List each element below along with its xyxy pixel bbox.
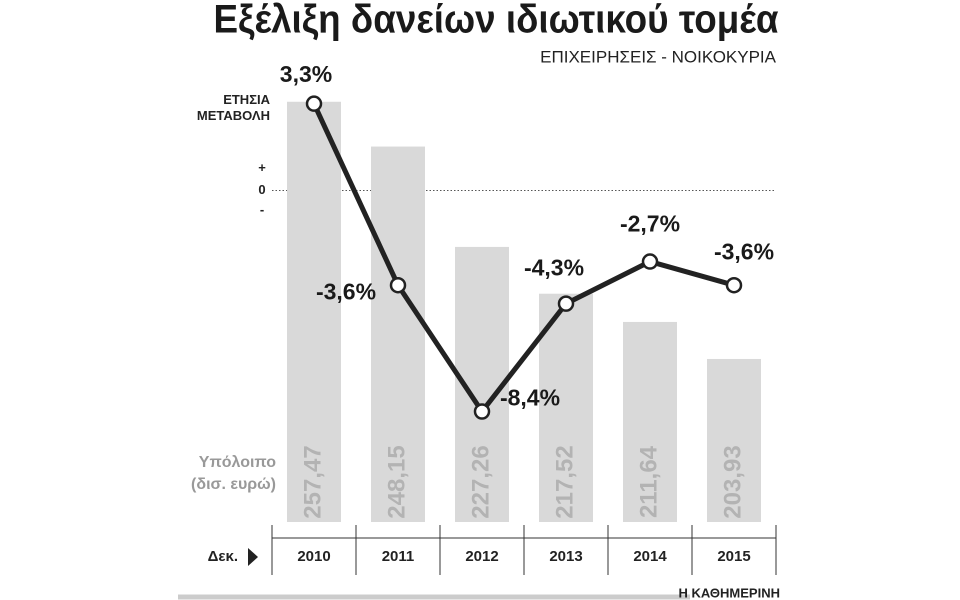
line-point [473, 403, 491, 420]
x-tick-label: 2014 [633, 548, 667, 565]
line-value-label: -4,3% [524, 255, 584, 281]
bar [287, 101, 341, 522]
sign-label: - [260, 202, 264, 217]
bar-value-label: 203,93 [719, 445, 746, 518]
line-point [557, 295, 575, 312]
line-series-name: ΕΤΗΣΙΑ ΜΕΤΑΒΟΛΗ [196, 92, 270, 123]
x-tick-label: 2012 [465, 548, 498, 565]
line-value-label: -2,7% [620, 211, 680, 237]
bar [707, 358, 761, 522]
bar-series-name: Υπόλοιπο (δισ. ευρώ) [191, 454, 276, 493]
y2-tick-label: 0 [258, 182, 265, 197]
line-value-label: -3,6% [714, 238, 774, 264]
bar-value-label: 257,47 [299, 445, 326, 518]
line-value-label: 3,3% [280, 61, 332, 87]
line [311, 102, 735, 414]
sign-label: + [258, 160, 266, 175]
bar-value-label: 217,52 [551, 445, 578, 518]
bar [539, 293, 593, 522]
bar [371, 146, 425, 522]
bar-value-label: 227,26 [467, 445, 494, 518]
bar [623, 321, 677, 522]
line-value-label: -8,4% [500, 385, 560, 411]
line-point [725, 276, 743, 294]
x-tick-label: 2013 [549, 548, 582, 565]
line-point [305, 95, 323, 112]
line-point [389, 276, 407, 294]
source: Η ΚΑΘΗΜΕΡΙΝΗ [679, 585, 781, 600]
bar-value-label: 211,64 [635, 445, 662, 518]
arrow [248, 548, 258, 566]
x-tick-label: 2015 [717, 548, 750, 565]
bar-value-label: 248,15 [383, 445, 410, 518]
x-axis-label: Δεκ. [208, 548, 238, 565]
chart-title: Εξέλιξη δανείων ιδιωτικού τομέα [214, 0, 779, 42]
x-tick-label: 2011 [382, 548, 415, 565]
line-point [641, 253, 659, 270]
chart-subtitle: ΕΠΙΧΕΙΡΗΣΕΙΣ - ΝΟΙΚΟΚΥΡΙΑ [540, 47, 777, 66]
line-value-label: -3,6% [316, 278, 376, 304]
x-tick-label: 2010 [297, 548, 330, 565]
